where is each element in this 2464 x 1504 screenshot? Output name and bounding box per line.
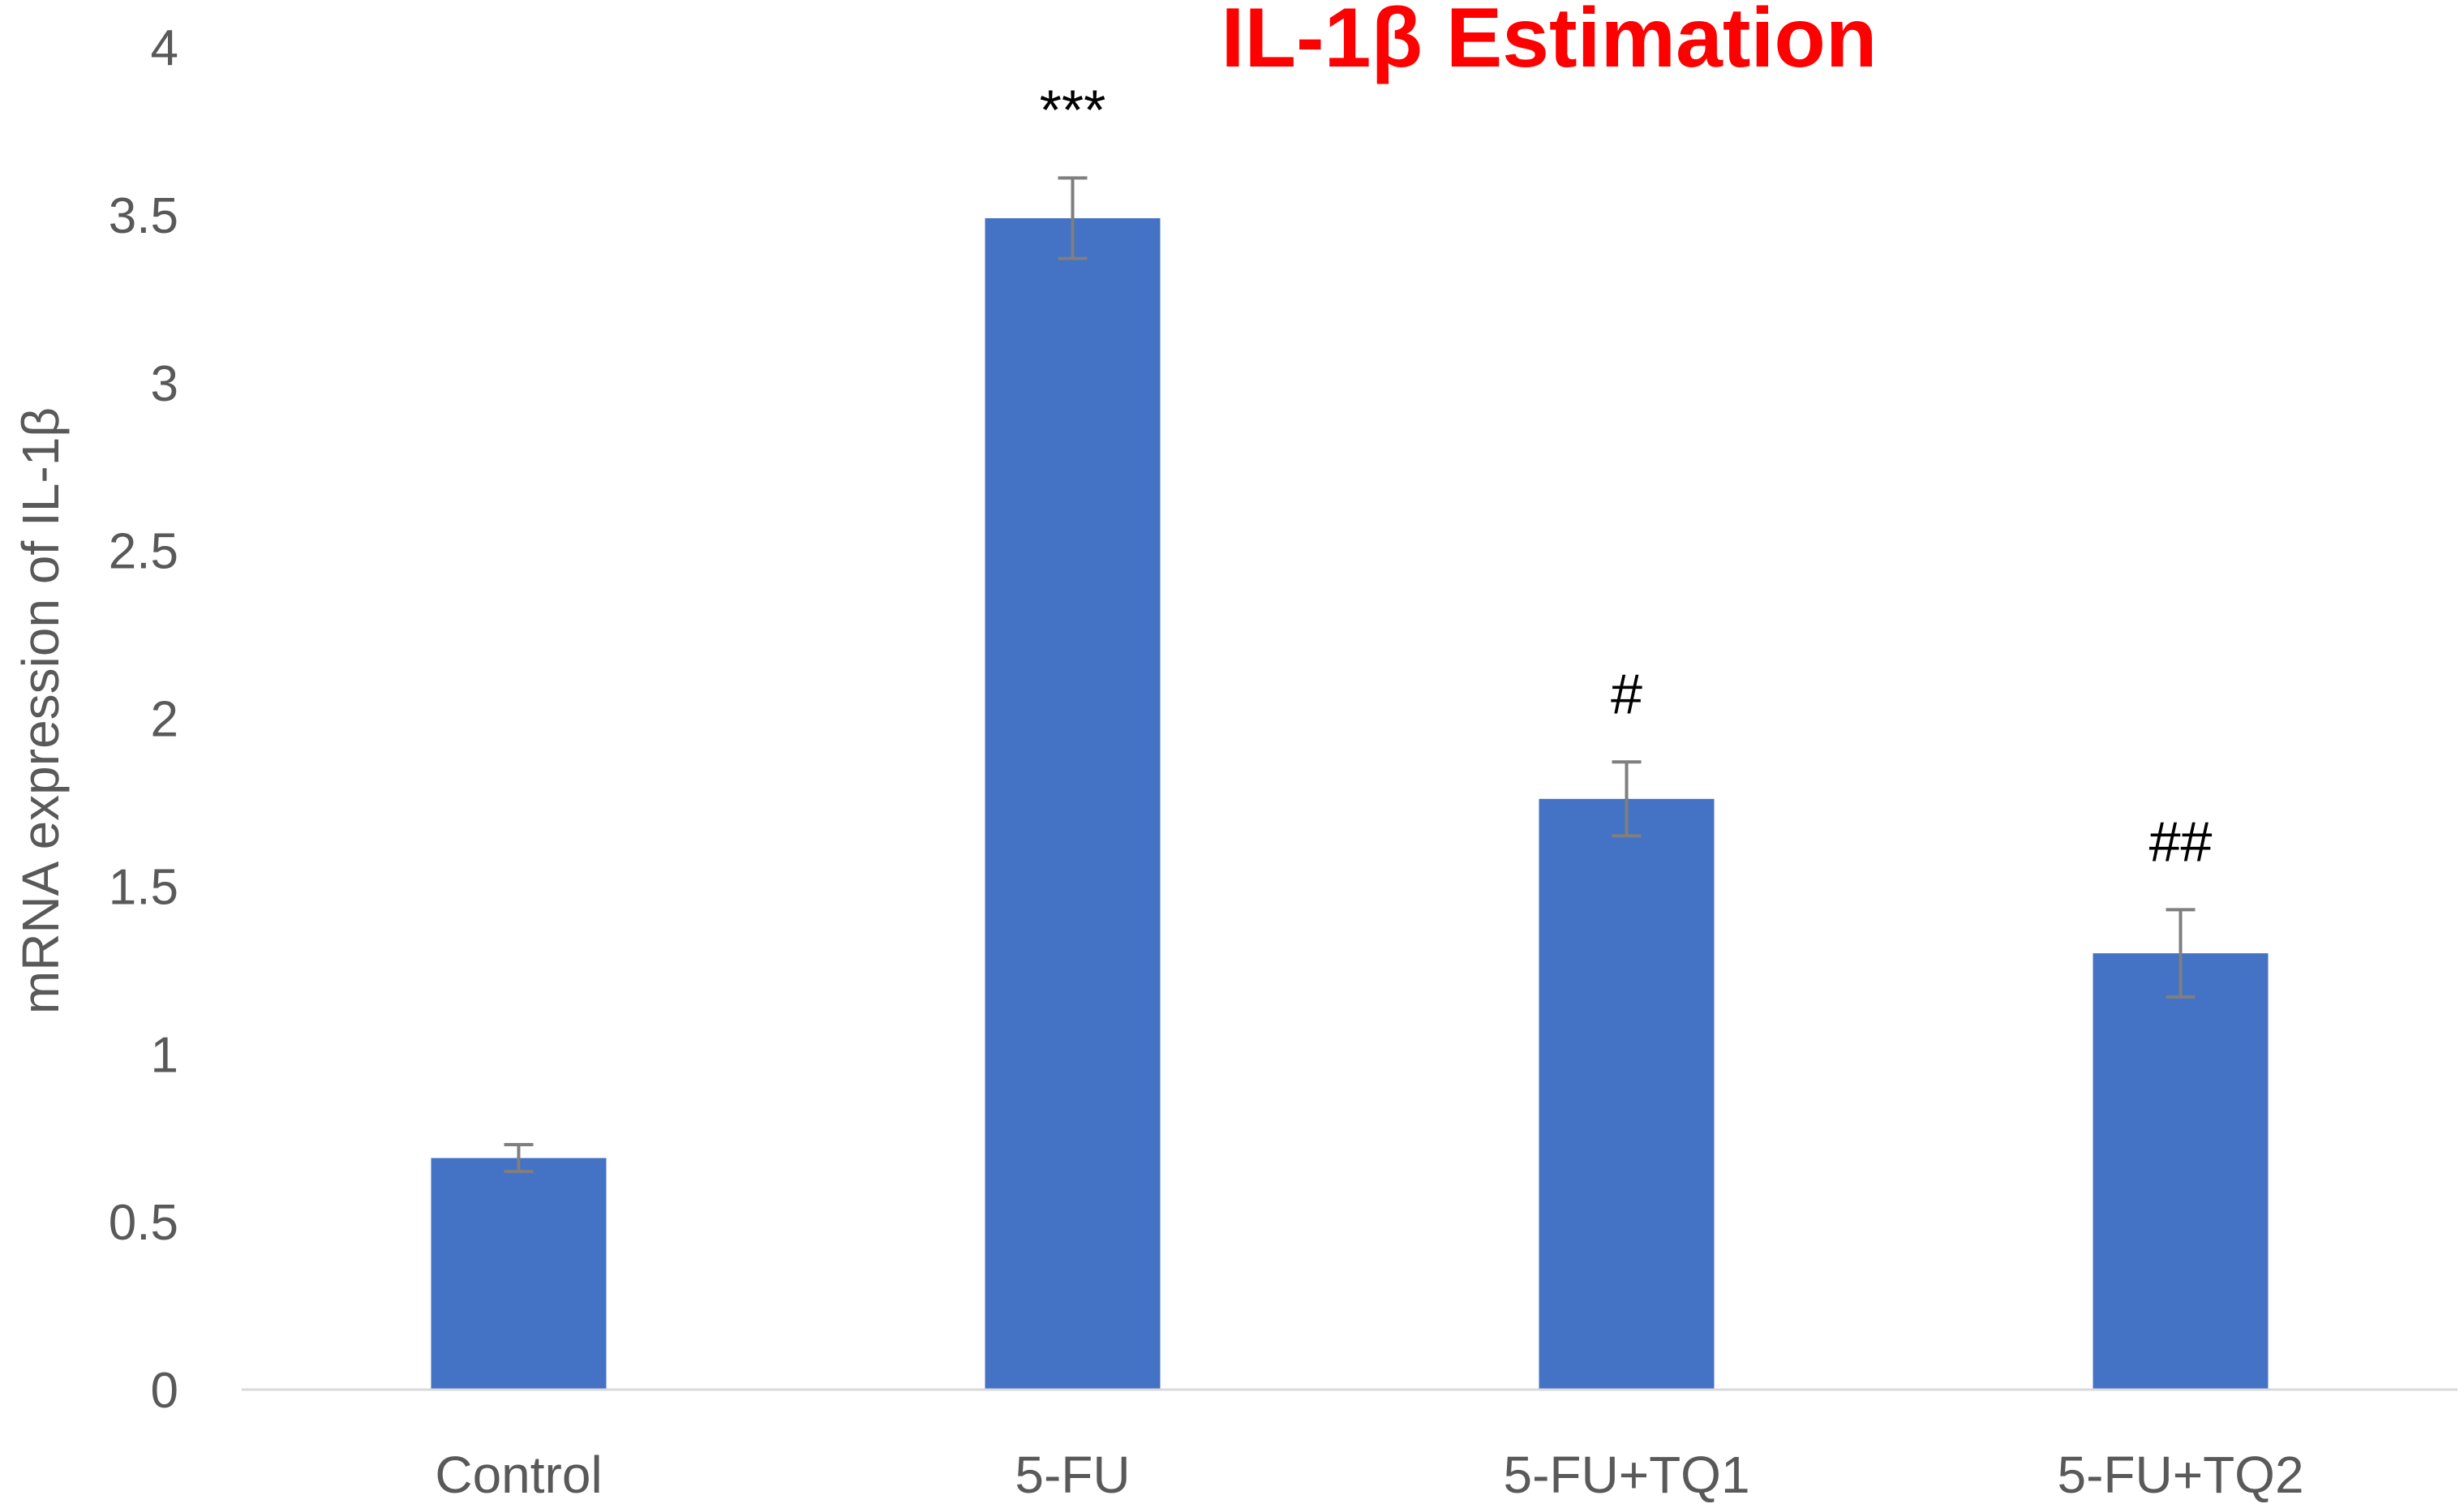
error-bar: [1612, 760, 1642, 838]
y-tick-label: 1: [151, 1027, 178, 1083]
significance-label: ***: [1040, 78, 1106, 141]
y-tick-label: 3: [151, 356, 178, 412]
error-bars: [504, 176, 2196, 1174]
bar: [431, 1158, 607, 1390]
y-axis-ticks: 0 0.5 1 1.5 2 2.5 3 3.5 4: [109, 20, 178, 1419]
significance-label: #: [1611, 662, 1642, 725]
y-tick-label: 0.5: [109, 1195, 178, 1251]
y-axis-title: mRNA expression of IL-1β: [11, 407, 70, 1014]
y-tick-label: 1.5: [109, 859, 178, 915]
x-axis-categories: Control 5-FU 5-FU+TQ1 5-FU+TQ2: [435, 1446, 2303, 1504]
error-bar: [504, 1142, 534, 1174]
y-tick-label: 2.5: [109, 524, 178, 580]
error-bar: [1058, 176, 1088, 260]
y-tick-label: 2: [151, 692, 178, 748]
y-tick-label: 4: [151, 20, 178, 76]
x-category-label: 5-FU+TQ2: [2057, 1446, 2303, 1504]
x-category-label: 5-FU: [1015, 1446, 1130, 1504]
chart-title: IL-1β Estimation: [1221, 0, 1878, 85]
error-bar: [2166, 908, 2196, 999]
x-category-label: 5-FU+TQ1: [1503, 1446, 1749, 1504]
y-tick-label: 0: [151, 1363, 178, 1419]
bar: [2093, 953, 2269, 1390]
y-tick-label: 3.5: [109, 188, 178, 244]
bars: [431, 218, 2269, 1390]
significance-label: ##: [2149, 810, 2213, 873]
x-category-label: Control: [435, 1446, 602, 1504]
bar: [1539, 798, 1715, 1390]
bar: [985, 218, 1161, 1390]
significance-annotations: ***###: [1040, 78, 2213, 873]
